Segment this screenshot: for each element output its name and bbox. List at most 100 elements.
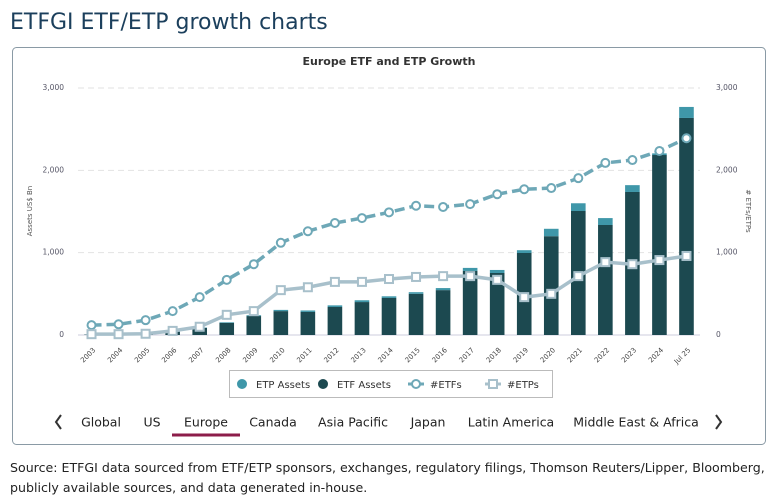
line-marker [546, 183, 557, 194]
line-marker [302, 282, 313, 293]
legend-label[interactable]: #ETFs [430, 380, 462, 391]
tab[interactable]: Europe [184, 415, 228, 430]
tab[interactable]: Asia Pacific [318, 415, 388, 430]
line-marker [302, 226, 313, 237]
y2-axis-title: # ETFs/ETPs [744, 189, 752, 233]
line-marker [221, 274, 232, 285]
bar [489, 269, 505, 274]
line-marker [654, 255, 665, 266]
source-note: Source: ETFGI data sourced from ETF/ETP … [10, 460, 765, 495]
tab[interactable]: US [143, 415, 160, 430]
y-tick-label: 1,000 [43, 248, 65, 257]
line-marker [654, 145, 665, 156]
legend-symbol[interactable] [237, 379, 247, 389]
bar [273, 309, 289, 312]
bar [489, 273, 505, 335]
bar [354, 300, 370, 303]
line-marker [356, 276, 367, 287]
bar [543, 236, 559, 335]
y2-tick-label: 2,000 [716, 165, 738, 174]
line-marker [573, 271, 584, 282]
line-marker [519, 292, 530, 303]
tab[interactable]: Japan [410, 415, 446, 430]
line-marker [167, 325, 178, 336]
line-marker [519, 184, 530, 195]
y2-tick-label: 0 [716, 330, 721, 339]
bar [219, 322, 235, 335]
legend-symbol[interactable] [411, 379, 421, 389]
page-title: ETFGI ETF/ETP growth charts [10, 10, 328, 35]
y-axis-title: Assets US$ Bn [26, 186, 34, 237]
legend-symbol[interactable] [488, 379, 498, 389]
bar [625, 185, 640, 192]
legend-label[interactable]: #ETPs [507, 380, 539, 391]
line-marker [573, 173, 584, 184]
line-marker [411, 271, 422, 282]
y2-tick-label: 1,000 [716, 248, 738, 257]
tab[interactable]: Latin America [468, 415, 554, 430]
line-marker [356, 213, 367, 224]
line-marker [600, 157, 611, 168]
bar [598, 225, 613, 335]
tab-prev-arrow[interactable] [54, 414, 62, 430]
bar [435, 288, 451, 291]
y-tick-label: 0 [59, 330, 64, 339]
line-marker [492, 189, 503, 200]
bar [381, 297, 397, 335]
legend-label[interactable]: ETP Assets [256, 380, 310, 391]
line-marker [384, 274, 394, 285]
line-marker [465, 199, 476, 210]
bar [408, 292, 424, 294]
bar [462, 270, 478, 335]
bar [598, 218, 613, 226]
bar [381, 296, 397, 298]
bar [219, 322, 235, 323]
tab[interactable]: Global [81, 415, 121, 430]
bar [679, 117, 694, 335]
line-marker [113, 329, 124, 340]
line-marker [329, 218, 340, 229]
line-marker [194, 321, 205, 332]
line-marker [465, 271, 476, 282]
legend-label[interactable]: ETF Assets [337, 380, 391, 391]
y-tick-label: 3,000 [43, 83, 65, 92]
line-marker [546, 288, 557, 299]
bar [273, 311, 289, 335]
line-marker [627, 155, 638, 166]
bar [300, 311, 316, 335]
bar [462, 267, 478, 271]
line-marker [275, 285, 286, 296]
line-marker [221, 309, 232, 320]
line-marker [167, 306, 178, 317]
bar [300, 310, 316, 312]
bar [679, 106, 694, 118]
bar [327, 305, 343, 308]
line-marker [86, 329, 97, 340]
line-marker [438, 271, 449, 282]
line-marker [194, 292, 205, 303]
bar [571, 203, 586, 212]
line-marker [140, 328, 151, 339]
bar [652, 155, 667, 335]
tab[interactable]: Canada [249, 415, 297, 430]
line-marker [627, 259, 638, 270]
line-marker [681, 133, 692, 144]
line-marker [329, 276, 340, 287]
y-tick-label: 2,000 [43, 165, 65, 174]
tab[interactable]: Middle East & Africa [573, 415, 699, 430]
bar [246, 316, 262, 335]
chart-title: Europe ETF and ETP Growth [303, 55, 476, 68]
line-marker [384, 207, 394, 218]
line-marker [681, 250, 692, 261]
line-marker [113, 319, 124, 330]
tab-next-arrow[interactable] [715, 414, 723, 430]
line-marker [140, 315, 151, 326]
bar [516, 250, 532, 253]
bar [435, 290, 451, 335]
y2-tick-label: 3,000 [716, 83, 738, 92]
line-marker [600, 257, 611, 268]
bar [408, 293, 424, 335]
line-marker [248, 306, 259, 317]
legend-symbol[interactable] [318, 379, 328, 389]
